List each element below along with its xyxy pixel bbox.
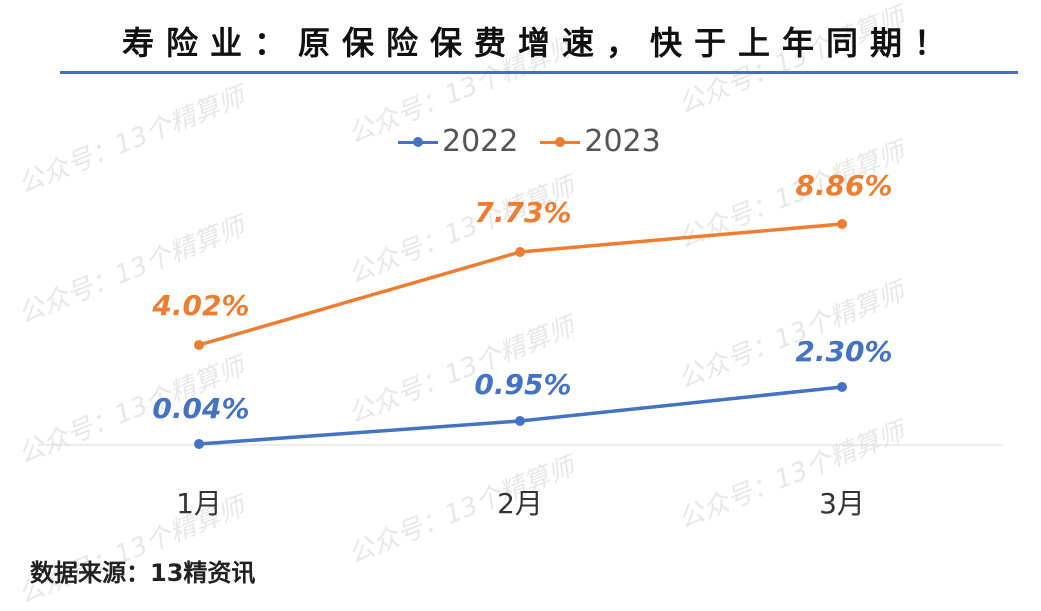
series-line-2023: [198, 222, 843, 347]
legend-label: 2023: [584, 124, 661, 159]
data-label-2023-feb: 7.73%: [474, 196, 572, 229]
data-point: [194, 340, 204, 350]
data-point: [837, 382, 847, 392]
data-label-2022-mar: 2.30%: [795, 335, 893, 368]
chart-title: 寿险业：原保险保费增速，快于上年同期！: [121, 24, 958, 62]
legend-label: 2022: [442, 124, 519, 159]
data-point: [194, 439, 204, 449]
x-axis-label: 2月: [497, 487, 543, 520]
legend-item-2023: 2023: [540, 124, 661, 159]
x-axis-label: 3月: [819, 487, 865, 520]
data-point: [837, 219, 847, 229]
legend-item-2022: 2022: [398, 124, 518, 159]
legend-marker-2022-icon: [398, 132, 438, 152]
data-label-2022-jan: 0.04%: [152, 392, 250, 425]
data-label-2023-mar: 8.86%: [795, 169, 893, 202]
data-source-note: 数据来源：13精资讯: [30, 559, 256, 587]
title-divider: [60, 71, 1018, 74]
chart-legend: 2022 2023: [398, 124, 661, 159]
x-axis-label: 1月: [176, 487, 222, 520]
data-point: [515, 416, 525, 426]
data-label-2022-feb: 0.95%: [474, 368, 572, 401]
data-point: [515, 247, 525, 257]
data-label-2023-jan: 4.02%: [152, 289, 250, 322]
legend-marker-2023-icon: [540, 132, 581, 152]
